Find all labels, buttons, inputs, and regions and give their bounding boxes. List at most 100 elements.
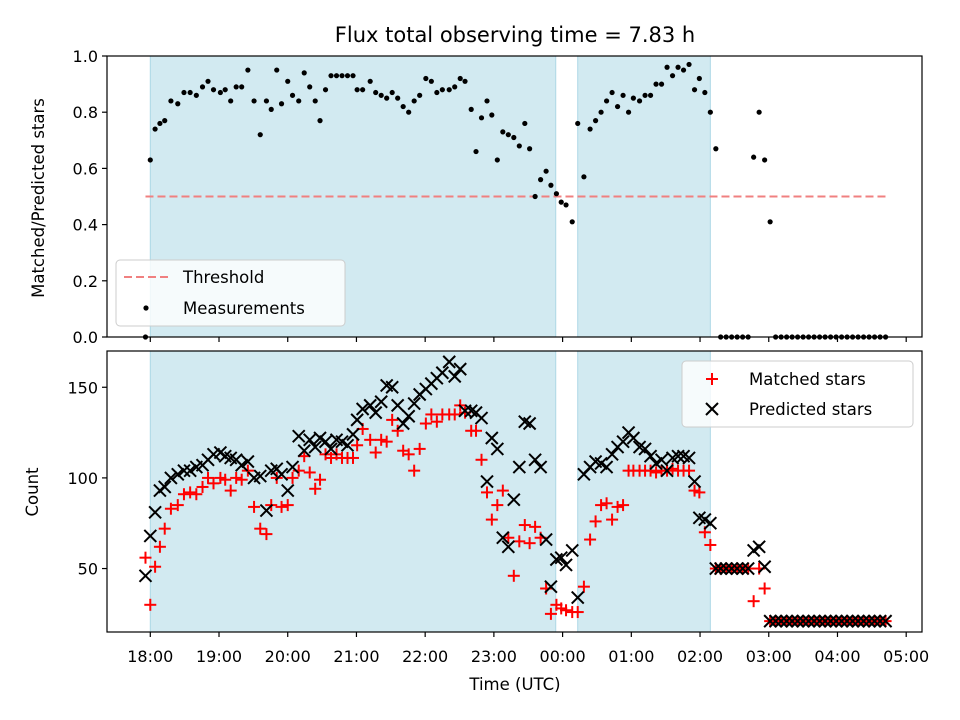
measurements-point [569,219,575,225]
predicted-stars-point [796,614,810,628]
matched-stars-point [149,560,162,573]
matched-stars-point [153,540,166,553]
bottom-x-tick-label: 20:00 [265,647,311,666]
matched-stars-point [219,473,232,486]
measurements-point [664,64,670,70]
matched-stars-point [413,442,426,455]
bottom-x-tick-label: 02:00 [677,647,723,666]
bottom-x-tick-label: 18:00 [127,647,173,666]
predicted-stars-point [554,550,568,565]
matched-stars-point [260,528,273,541]
matched-stars-point [158,522,171,535]
predicted-stars-point [807,614,821,628]
measurements-point [484,98,490,104]
predicted-stars-point [823,614,838,628]
measurements-point [162,118,168,124]
matched-stars-point [430,415,443,428]
measurements-point [423,75,429,82]
top-legend-box [115,259,346,327]
measurements-point [543,168,549,174]
measurements-point [625,109,632,115]
matched-stars-point [298,450,311,463]
predicted-stars-point [148,505,162,520]
matched-stars-point [600,497,613,510]
bottom-legend: Matched stars Predicted stars [681,360,914,428]
matched-stars-point [391,424,404,437]
matched-stars-point [518,519,531,532]
predicted-stars-point [490,442,505,456]
predicted-stars-point [496,531,510,545]
matched-stars-point [577,580,590,593]
bottom-axes-frame [106,350,923,633]
predicted-stars-point [790,614,805,628]
predicted-stars-point [350,413,364,427]
measurements-point [268,106,274,112]
matched-stars-legend-marker [706,373,718,385]
predicted-stars-point [539,532,553,547]
bottom-panel: 50 100 150 18:00 19:00 20:00 21:00 22:00 23:00 00… [67,350,929,666]
bottom-x-tick-label: 04:00 [814,647,860,666]
measurements-point [642,92,648,98]
matched-stars-point [529,520,542,533]
matched-stars-point [254,522,267,535]
predicted-stars-point [297,444,311,458]
predicted-stars-point [703,516,718,530]
matched-stars-point [419,417,432,430]
measurements-point [228,98,234,104]
predicted-stars-point [507,492,521,507]
measurements-point [168,98,174,104]
measurements-point [522,120,528,127]
predicted-stars-point [845,614,860,628]
predicted-stars-point [654,453,669,467]
matched-stars-point [171,499,184,512]
measurements-point [532,193,538,200]
measurements-point [675,64,681,70]
measurements-point [563,202,569,208]
measurements-point [587,126,593,132]
bottom-x-tick-label: 23:00 [471,647,517,666]
measurements-point [245,67,251,73]
matched-stars-point [235,473,248,486]
measurements-point [147,157,153,163]
predicted-stars-point [448,369,462,384]
measurements-point [199,84,206,90]
predicted-stars-point [435,366,450,380]
predicted-stars-point [571,590,585,605]
predicted-stars-point [259,503,274,518]
top-legend: Threshold Measurements [115,259,346,327]
measurements-point [527,146,533,152]
measurements-point [350,73,356,79]
bottom-x-tick-label: 03:00 [746,647,792,666]
predicted-stars-point [401,409,416,423]
predicted-stars-point [779,614,794,628]
bottom-x-tick-label: 21:00 [333,647,379,666]
predicted-stars-point [292,429,306,443]
predicted-stars-point [485,431,499,445]
predicted-stars-point [241,454,255,469]
measurements-point [696,75,702,82]
measurements-point [296,98,302,104]
measurements-point [263,98,270,104]
predicted-stars-point [660,463,674,478]
predicted-stars-point [355,402,370,416]
predicted-stars-point [501,540,516,554]
measurements-point [707,109,713,115]
matched-stars-point [496,484,509,497]
predicted-stars-point [730,561,744,576]
measurements-point [575,120,581,127]
matched-stars-point [303,466,316,479]
predicted-stars-point [834,614,849,628]
measurements-point [653,81,659,87]
measurements-point [274,67,280,73]
matched-stars-point [513,535,526,548]
measurements-point [669,73,676,79]
bottom-y-tick-label: 50 [78,560,98,579]
bottom-x-tick-label: 01:00 [608,647,654,666]
predicted-stars-point [138,569,153,583]
measurements-point [680,67,687,73]
measurements-point [592,118,599,124]
predicted-stars-point [757,560,772,574]
matched-stars-point [475,453,488,466]
chart-title: Flux total observing time = 7.83 h [335,23,695,47]
predicted-stars-point [867,614,882,628]
